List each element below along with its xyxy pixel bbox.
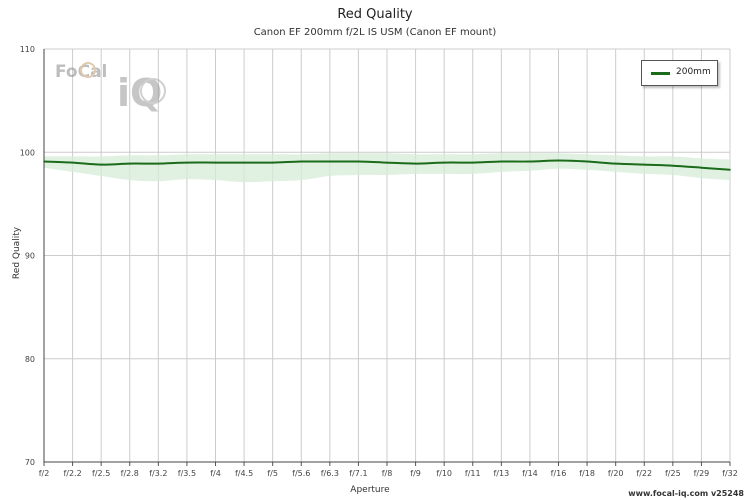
y-tick-label: 70 [25, 458, 35, 467]
data-point[interactable] [643, 163, 646, 166]
footer-credit: www.focal-iq.com v25248 [628, 489, 744, 498]
data-point[interactable] [471, 161, 474, 164]
x-tick-label: f/2.8 [121, 469, 139, 478]
x-tick-label: f/22 [636, 469, 652, 478]
x-tick-label: f/29 [694, 469, 710, 478]
x-tick-label: f/5.6 [292, 469, 310, 478]
x-tick-label: f/3.5 [178, 469, 196, 478]
x-tick-label: f/13 [493, 469, 509, 478]
data-point[interactable] [100, 163, 102, 166]
legend-label-200mm: 200mm [676, 67, 711, 77]
y-tick-label: 90 [25, 252, 35, 261]
legend-swatch [651, 72, 670, 75]
x-axis-label: Aperture [350, 485, 390, 495]
x-tick-label: f/3.2 [149, 469, 167, 478]
y-tick-label: 110 [20, 45, 35, 54]
data-point[interactable] [243, 161, 245, 164]
data-point[interactable] [443, 161, 445, 164]
logo-magnifier-icon [140, 78, 166, 104]
x-tick-label: f/16 [551, 469, 567, 478]
x-tick-label: f/20 [608, 469, 624, 478]
chart-title: Red Quality [337, 7, 413, 22]
chart-subtitle: Canon EF 200mm f/2L IS USM (Canon EF mou… [253, 27, 497, 38]
data-point[interactable] [557, 159, 560, 162]
x-tick-label: f/2 [39, 469, 50, 478]
x-tick-label: f/32 [722, 469, 738, 478]
x-tick-label: f/10 [436, 469, 452, 478]
data-point[interactable] [128, 162, 131, 165]
data-point[interactable] [271, 161, 274, 164]
x-tick-label: f/9 [410, 469, 421, 478]
data-point[interactable] [157, 162, 160, 165]
data-point[interactable] [614, 162, 617, 165]
focal-iq-logo: FoCal iQ [55, 62, 166, 113]
y-tick-label: 100 [20, 148, 35, 157]
x-tick-label: f/7.1 [349, 469, 367, 478]
x-tick-label: f/8 [382, 469, 393, 478]
y-tick-label: 80 [25, 355, 35, 364]
x-tick-label: f/2.2 [63, 469, 81, 478]
data-point[interactable] [500, 160, 503, 163]
data-point[interactable] [386, 161, 388, 164]
data-point[interactable] [586, 160, 588, 163]
logo-iq-text: iQ [117, 71, 162, 113]
x-tick-label: f/4.5 [235, 469, 253, 478]
data-point[interactable] [700, 166, 703, 169]
x-tick-label: f/6.3 [321, 469, 339, 478]
data-point[interactable] [729, 169, 731, 171]
data-point[interactable] [414, 162, 417, 165]
data-point[interactable] [214, 161, 217, 164]
series-line-group [43, 159, 731, 171]
data-point[interactable] [329, 160, 331, 163]
grid-lines [43, 48, 731, 463]
x-tick-label: f/2.5 [92, 469, 110, 478]
x-tick-label: f/18 [579, 469, 595, 478]
data-point[interactable] [71, 161, 74, 164]
data-point[interactable] [357, 160, 360, 163]
axes [43, 49, 731, 466]
x-tick-label: f/25 [665, 469, 681, 478]
x-tick-label: f/4 [210, 469, 221, 478]
data-point[interactable] [672, 164, 674, 167]
legend[interactable]: 200mm [641, 60, 718, 86]
x-tick-label: f/5 [267, 469, 278, 478]
tick-labels: f/2 f/2.2 f/2.5 f/2.8 f/3.2 f/3.5 f/4 f/4.5 f/5 f… [20, 45, 738, 478]
y-axis-label: Red Quality [12, 226, 22, 280]
data-point[interactable] [529, 160, 531, 163]
logo-ring-icon [80, 62, 96, 78]
data-point[interactable] [300, 160, 303, 163]
data-point[interactable] [186, 161, 188, 164]
x-tick-label: f/14 [522, 469, 538, 478]
x-tick-label: f/11 [465, 469, 481, 478]
